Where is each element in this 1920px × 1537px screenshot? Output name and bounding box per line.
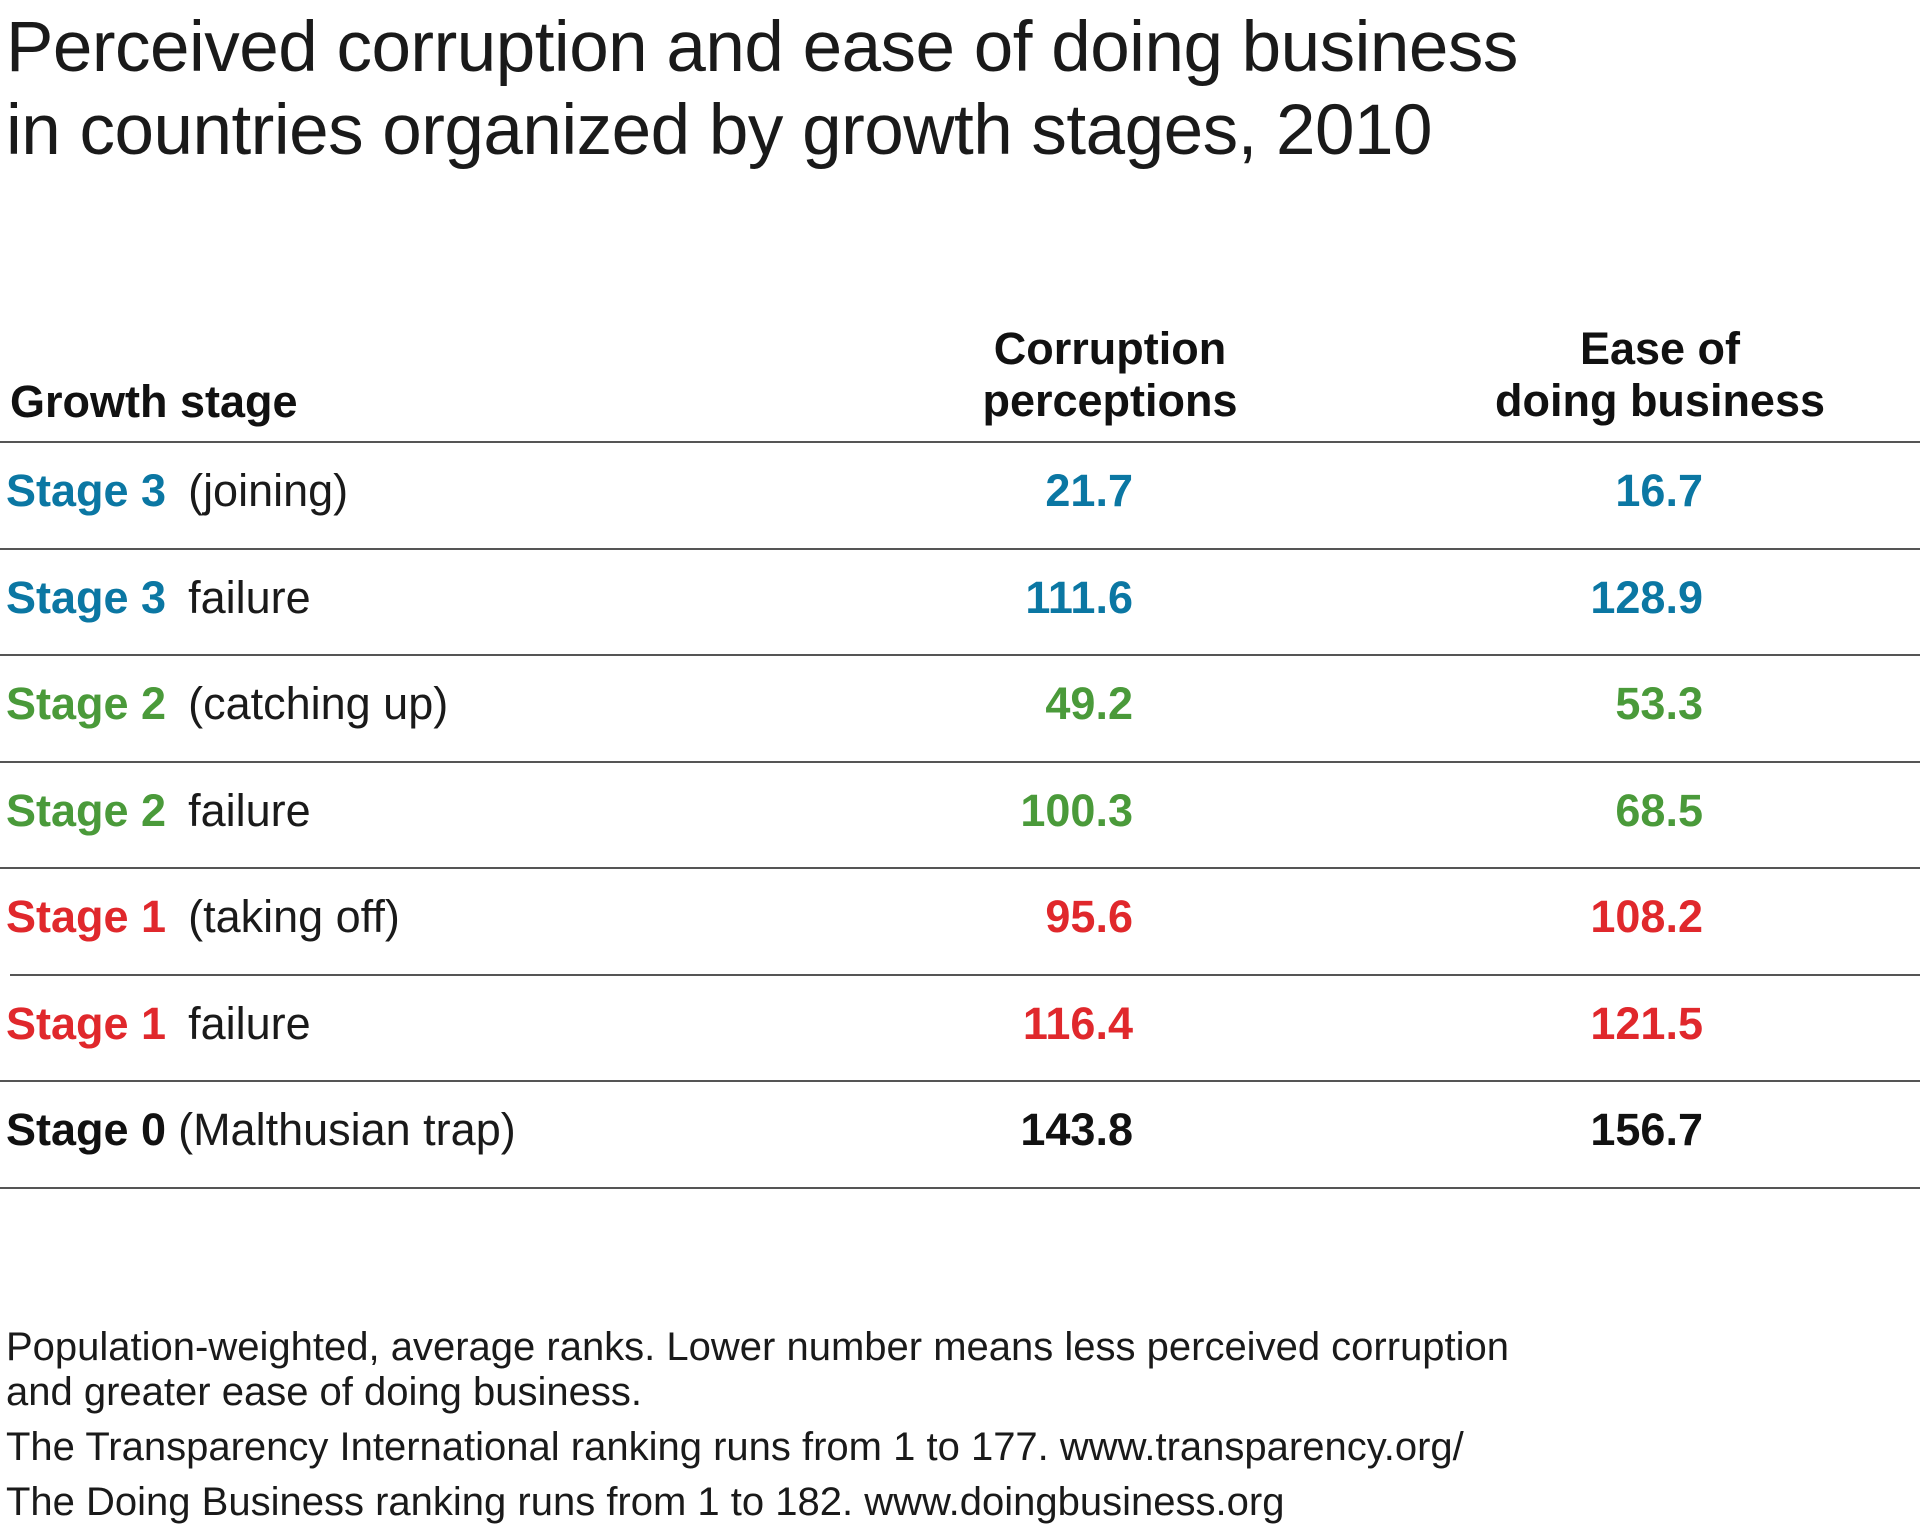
- stage-name: Stage 2: [6, 678, 167, 729]
- stage-description: (catching up): [188, 678, 449, 729]
- stage-description: (Malthusian trap): [178, 1104, 516, 1155]
- stage-label: Stage 1 (taking off): [6, 889, 400, 945]
- corruption-value: 116.4: [1022, 998, 1133, 1049]
- stage-name: Stage 0: [6, 1104, 167, 1155]
- chart-title: Perceived corruption and ease of doing b…: [6, 6, 1886, 172]
- note-line-4: The Doing Business ranking runs from 1 t…: [6, 1480, 1285, 1524]
- stage-label: Stage 3 failure: [6, 570, 311, 626]
- business-value: 16.7: [1615, 465, 1703, 516]
- corruption-value: 100.3: [1020, 785, 1133, 836]
- row-rule: [0, 548, 1920, 550]
- corruption-value: 111.6: [1025, 572, 1133, 623]
- stage-label: Stage 2 (catching up): [6, 676, 448, 732]
- note-line-2: and greater ease of doing business.: [6, 1370, 642, 1414]
- header-rule: [0, 441, 1920, 443]
- stage-description: failure: [188, 998, 311, 1049]
- corruption-value: 143.8: [1020, 1104, 1133, 1155]
- table-row: Stage 2 failure 100.3 68.5: [0, 763, 1920, 869]
- stage-description: failure: [188, 572, 311, 623]
- stage-label: Stage 2 failure: [6, 783, 311, 839]
- chart-title-line-1: Perceived corruption and ease of doing b…: [6, 8, 1518, 87]
- table-notes: Population-weighted, average ranks. Lowe…: [6, 1325, 1886, 1525]
- row-rule: [10, 974, 1920, 976]
- row-rule: [0, 761, 1920, 763]
- table-row: Stage 1 failure 116.4 121.5: [0, 976, 1920, 1082]
- business-value: 128.9: [1590, 572, 1703, 623]
- stage-name: Stage 1: [6, 998, 167, 1049]
- corruption-value: 95.6: [1045, 891, 1133, 942]
- row-rule: [0, 1187, 1920, 1189]
- column-header-corruption-line-2: perceptions: [982, 375, 1238, 426]
- business-value: 108.2: [1590, 891, 1703, 942]
- stage-description: (taking off): [188, 891, 400, 942]
- stage-label: Stage 3 (joining): [6, 463, 348, 519]
- business-value: 68.5: [1615, 785, 1703, 836]
- corruption-value: 21.7: [1045, 465, 1133, 516]
- stage-description: failure: [188, 785, 311, 836]
- table-row: Stage 3 failure 111.6 128.9: [0, 550, 1920, 656]
- note-line-3: The Transparency International ranking r…: [6, 1425, 1464, 1469]
- table-row: Stage 1 (taking off) 95.6 108.2: [0, 869, 1920, 975]
- row-rule: [0, 654, 1920, 656]
- note-line-1: Population-weighted, average ranks. Lowe…: [6, 1325, 1510, 1369]
- column-header-business-line-2: doing business: [1494, 375, 1826, 426]
- column-header-ease-of-doing-business: Ease of doing business: [1480, 323, 1840, 427]
- column-header-business-line-1: Ease of: [1579, 323, 1741, 374]
- stage-description: (joining): [188, 465, 349, 516]
- stage-name: Stage 2: [6, 785, 167, 836]
- stage-label: Stage 0 (Malthusian trap): [6, 1102, 516, 1158]
- column-header-growth-stage: Growth stage: [10, 376, 298, 427]
- stage-name: Stage 3: [6, 572, 167, 623]
- corruption-value: 49.2: [1045, 678, 1133, 729]
- business-value: 121.5: [1590, 998, 1703, 1049]
- stage-label: Stage 1 failure: [6, 996, 311, 1052]
- row-rule: [0, 867, 1920, 869]
- row-rule: [0, 1080, 1920, 1082]
- table-row: Stage 2 (catching up) 49.2 53.3: [0, 656, 1920, 762]
- business-value: 156.7: [1590, 1104, 1703, 1155]
- table-row: Stage 3 (joining) 21.7 16.7: [0, 443, 1920, 549]
- table-row: Stage 0 (Malthusian trap) 143.8 156.7: [0, 1082, 1920, 1188]
- column-header-corruption-perceptions: Corruption perceptions: [940, 323, 1280, 427]
- stage-name: Stage 3: [6, 465, 167, 516]
- stage-name: Stage 1: [6, 891, 167, 942]
- chart-title-line-2: in countries organized by growth stages,…: [6, 91, 1433, 170]
- column-header-corruption-line-1: Corruption: [993, 323, 1227, 374]
- business-value: 53.3: [1615, 678, 1703, 729]
